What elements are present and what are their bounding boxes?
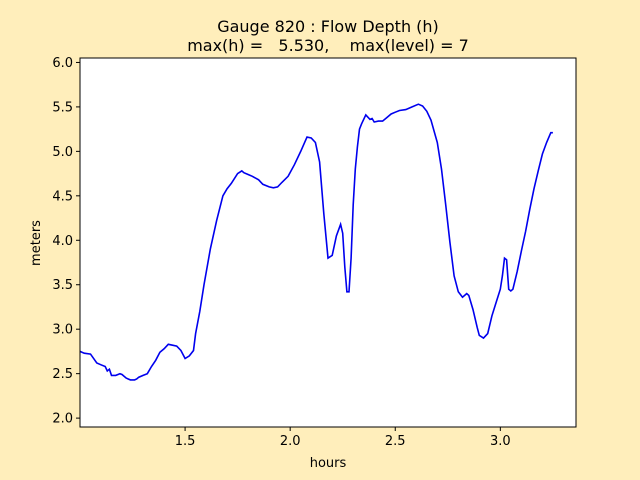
axis-ticks: 1.5 2.0 2.5 3.0 2.0 2.5 3.0 3.5 4.0 4.5 5.0 5.5 6.0	[52, 56, 510, 449]
x-tick-label: 2.5	[385, 434, 406, 449]
x-tick-label: 2.0	[280, 434, 301, 449]
y-tick-label: 3.5	[52, 278, 73, 293]
y-tick-label: 4.0	[52, 234, 73, 249]
y-tick-label: 5.5	[52, 100, 73, 115]
y-tick-label: 6.0	[52, 56, 73, 71]
y-tick-label: 4.5	[52, 189, 73, 204]
y-tick-label: 3.0	[52, 323, 73, 338]
x-tick-label: 3.0	[490, 434, 511, 449]
y-tick-label: 5.0	[52, 145, 73, 160]
x-axis-label: hours	[310, 456, 347, 471]
plot-frame	[79, 57, 577, 428]
y-tick-label: 2.0	[52, 412, 73, 427]
chart-title-line2: max(h) = 5.530, max(level) = 7	[187, 36, 469, 55]
plot-area	[80, 58, 576, 427]
x-tick-label: 1.5	[175, 434, 196, 449]
flow-depth-line	[79, 103, 553, 381]
chart-title-line1: Gauge 820 : Flow Depth (h)	[217, 17, 439, 36]
y-axis-label: meters	[29, 220, 44, 266]
y-tick-label: 2.5	[52, 367, 73, 382]
